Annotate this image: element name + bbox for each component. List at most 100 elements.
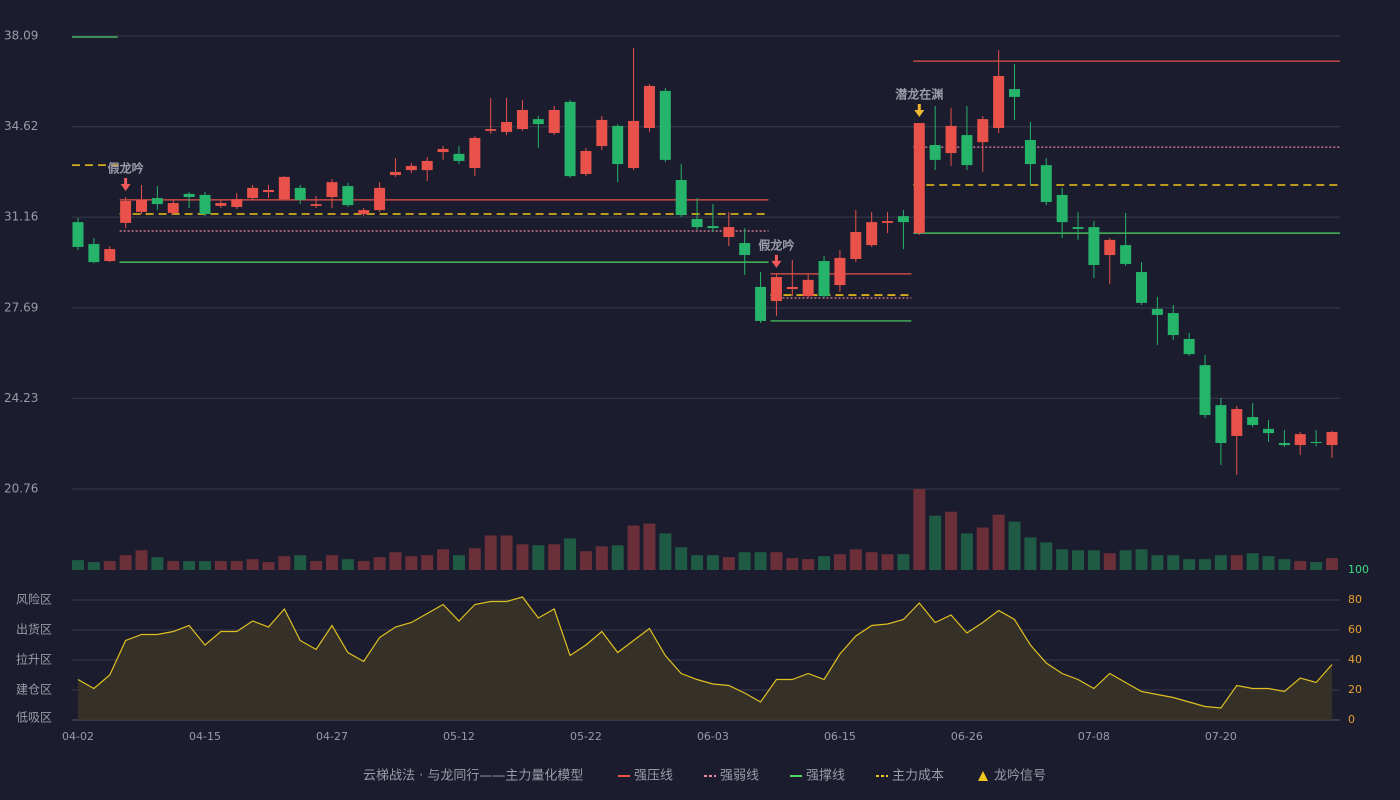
candle-body: [405, 165, 417, 171]
candle-body: [1009, 89, 1021, 97]
candle-body: [1167, 313, 1179, 336]
volume-bar: [770, 552, 783, 570]
volume-bar: [1246, 553, 1259, 570]
candle-body: [167, 203, 179, 213]
candle-body: [342, 186, 354, 206]
volume-bar: [103, 561, 116, 570]
volume-bar: [468, 548, 481, 570]
candle-body: [485, 129, 497, 131]
zone-label: 低吸区: [16, 711, 52, 725]
volume-bar: [675, 547, 688, 570]
legend-swatch: [978, 771, 988, 781]
candle-body: [596, 119, 608, 147]
volume-bar: [818, 556, 831, 570]
zone-label: 拉升区: [16, 652, 52, 667]
volume-bar: [1214, 555, 1227, 570]
y-tick-label: 27.69: [4, 300, 38, 314]
candle-body: [151, 198, 163, 205]
volume-bar: [1326, 558, 1338, 570]
candle-body: [739, 243, 751, 256]
candle-body: [707, 226, 719, 229]
candle-body: [1104, 239, 1116, 256]
candle-body: [1231, 409, 1243, 436]
osc-tick-label: 20: [1348, 683, 1362, 696]
volume-bar: [214, 561, 227, 570]
candle-body: [802, 279, 814, 297]
candle-body: [247, 187, 259, 199]
volume-bar: [262, 562, 275, 570]
candle-body: [961, 135, 973, 166]
volume-bar: [865, 552, 878, 570]
candle-body: [1088, 227, 1100, 265]
volume-bar: [913, 489, 926, 570]
volume-bar: [1199, 559, 1212, 570]
volume-bar: [183, 561, 196, 570]
candle-body: [977, 119, 989, 143]
volume-bar: [1278, 559, 1291, 570]
candle-body: [135, 199, 147, 212]
volume-bar: [754, 552, 767, 570]
volume-bar: [1294, 561, 1307, 570]
signal-label: 假龙吟: [758, 237, 794, 252]
volume-bar: [421, 555, 434, 570]
candle-body: [1120, 245, 1132, 264]
volume-bar: [833, 554, 846, 570]
candle-body: [1183, 338, 1195, 355]
candle-body: [278, 176, 290, 200]
volume-bar: [310, 561, 323, 570]
candle-body: [755, 286, 767, 321]
volume-bar: [278, 556, 291, 570]
y-tick-label: 38.09: [4, 29, 38, 43]
candle-body: [866, 222, 878, 246]
volume-bar: [1008, 521, 1021, 570]
candle-body: [564, 101, 576, 177]
candle-body: [1024, 140, 1036, 165]
candle-body: [326, 182, 338, 198]
legend-title: 云梯战法 · 与龙同行——主力量化模型: [363, 769, 583, 784]
candle-body: [1294, 434, 1306, 446]
zone-label: 建仓区: [16, 683, 52, 697]
candle-body: [1072, 227, 1084, 229]
candle-body: [1310, 441, 1322, 443]
candle-body: [310, 204, 322, 206]
y-tick-label: 34.62: [4, 119, 38, 133]
candle-body: [1278, 442, 1290, 446]
zone-label: 出货区: [16, 622, 52, 637]
volume-bar: [325, 555, 338, 570]
candle-body: [516, 109, 528, 130]
candle-body: [882, 221, 894, 223]
x-tick-label: 04-02: [62, 730, 94, 743]
volume-bar: [1135, 549, 1148, 570]
candle-body: [501, 121, 513, 132]
volume-bar: [897, 554, 910, 570]
x-tick-label: 05-22: [570, 730, 602, 743]
osc-tick-label: 40: [1348, 653, 1362, 666]
volume-bar: [389, 552, 402, 570]
volume-bar: [659, 533, 672, 570]
volume-bar: [357, 561, 370, 570]
volume-bar: [532, 545, 545, 570]
candle-body: [628, 120, 640, 169]
volume-bar: [452, 555, 465, 570]
candle-body: [532, 119, 544, 125]
volume-bar: [627, 525, 640, 570]
x-tick-label: 04-15: [189, 730, 221, 743]
candle-body: [786, 286, 798, 290]
candle-body: [1040, 165, 1052, 202]
volume-bar: [1151, 555, 1164, 570]
x-tick-label: 07-20: [1205, 730, 1237, 743]
volume-bar: [722, 557, 735, 570]
volume-bar: [849, 549, 862, 570]
volume-bar: [611, 545, 624, 570]
volume-bar: [516, 544, 529, 570]
volume-bar: [437, 549, 450, 570]
legend-label: 强弱线: [720, 769, 759, 784]
volume-bar: [738, 552, 751, 570]
signal-label: 潜龙在渊: [895, 87, 943, 102]
candle-body: [1326, 432, 1338, 446]
candle-body: [945, 125, 957, 154]
candle-body: [897, 216, 909, 223]
volume-bar: [802, 559, 815, 570]
volume-bar: [548, 544, 561, 570]
